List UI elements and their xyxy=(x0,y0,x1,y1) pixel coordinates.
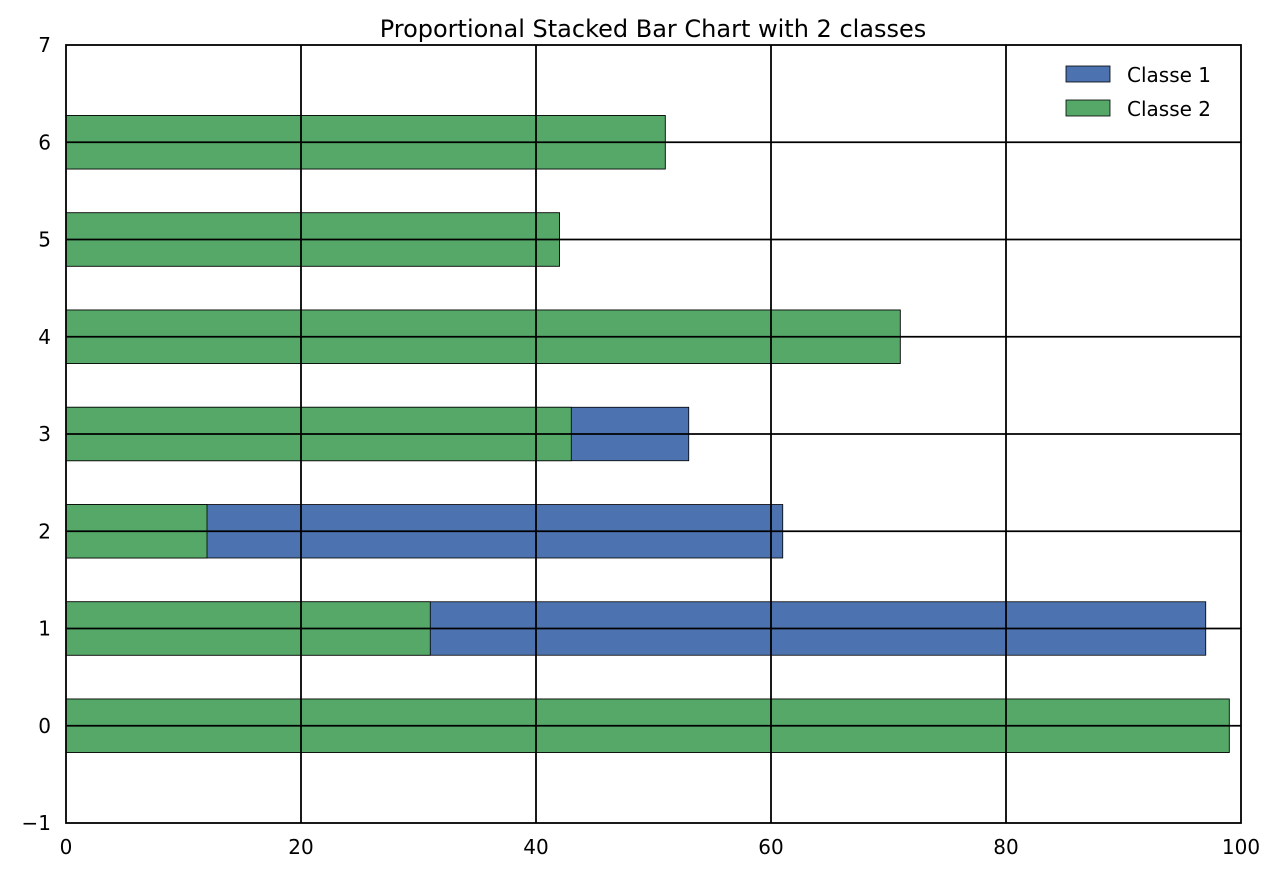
y-tick-label: 4 xyxy=(38,325,51,349)
legend-swatch-1 xyxy=(1065,65,1111,83)
x-tick-label: 0 xyxy=(60,835,73,859)
chart-title: Proportional Stacked Bar Chart with 2 cl… xyxy=(380,15,927,43)
x-tick-label: 20 xyxy=(288,835,313,859)
legend-swatch-2 xyxy=(1065,99,1111,117)
grid-lines xyxy=(66,45,1241,823)
axis-ticks: 0 20 40 60 80 100 −1 0 1 2 3 4 5 6 7 xyxy=(22,33,1261,859)
plot-area: 0 20 40 60 80 100 −1 0 1 2 3 4 5 6 7 xyxy=(22,33,1261,859)
x-tick-label: 80 xyxy=(993,835,1018,859)
legend-label-1: Classe 1 xyxy=(1127,63,1211,87)
y-tick-label: 0 xyxy=(38,714,51,738)
y-tick-label: 1 xyxy=(38,617,51,641)
y-tick-label: 6 xyxy=(38,130,51,154)
y-tick-label: −1 xyxy=(22,811,51,835)
y-tick-label: 5 xyxy=(38,228,51,252)
y-tick-label: 7 xyxy=(38,33,51,57)
legend-label-2: Classe 2 xyxy=(1127,97,1211,121)
y-tick-label: 2 xyxy=(38,519,51,543)
x-tick-label: 60 xyxy=(758,835,783,859)
legend: Classe 1 Classe 2 xyxy=(1065,63,1211,121)
x-tick-label: 100 xyxy=(1222,835,1260,859)
x-tick-label: 40 xyxy=(523,835,548,859)
y-tick-label: 3 xyxy=(38,422,51,446)
